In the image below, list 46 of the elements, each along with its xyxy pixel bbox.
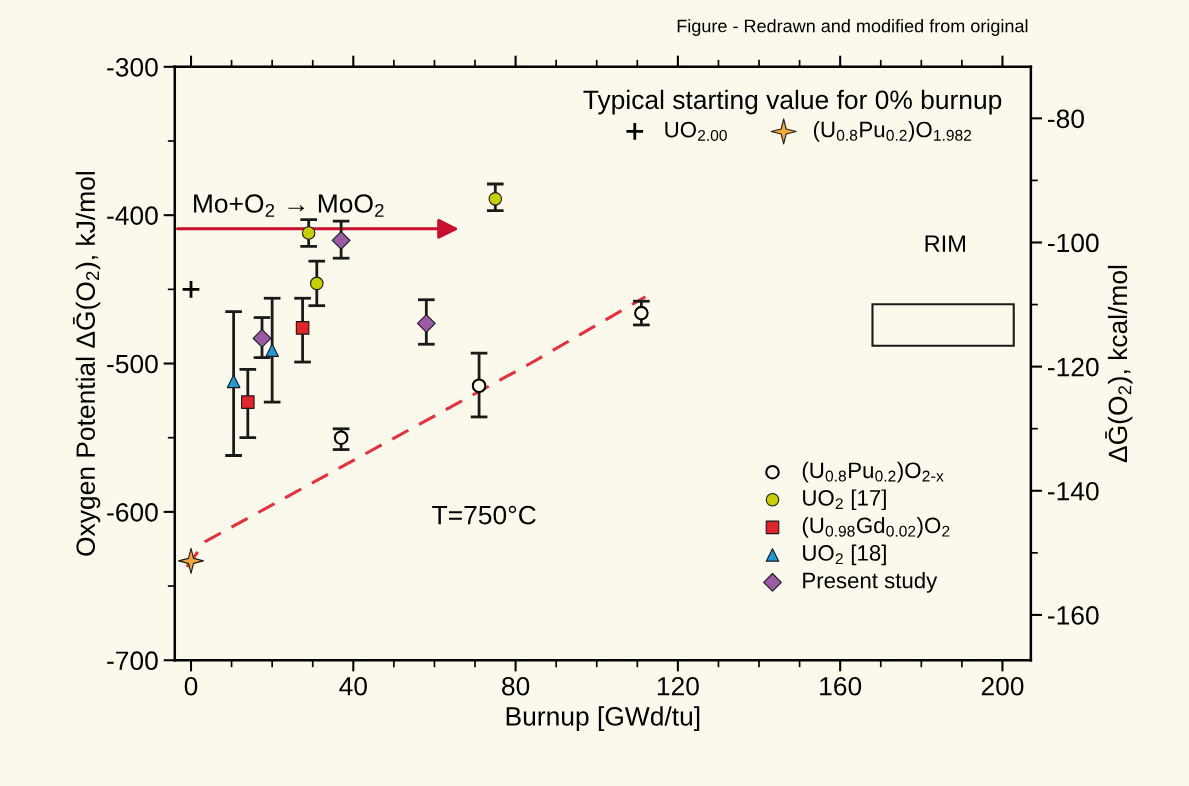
- y-tick-label: -700: [107, 651, 158, 671]
- annotation: Mo+O$_{2}$ → MoO$_{2}$: [194, 194, 384, 217]
- point: [295, 321, 310, 335]
- annotation: T=750°C: [432, 505, 536, 525]
- point: [333, 430, 349, 445]
- legend-title: Typical starting value for 0% burnup: [583, 89, 1002, 115]
- x-tick-label: 40: [339, 676, 367, 696]
- x-tick-label: 0: [184, 676, 198, 696]
- legend-label: UO$_{2}$ [17]: [803, 489, 886, 511]
- legend-label: UO$_{2.00}$: [665, 121, 727, 141]
- legend-label: Present study: [803, 572, 938, 593]
- x-tick-label: 80: [502, 676, 530, 696]
- y-tick-label: -400: [107, 206, 158, 225]
- x-tick-label: 200: [981, 676, 1024, 696]
- y-tick-label: -600: [107, 503, 158, 522]
- y2-tick-label: -100: [1048, 233, 1099, 253]
- legend-label: (U$_{0.98}$Gd$_{0.02}$)O$_{2}$: [802, 516, 950, 538]
- point: [634, 305, 649, 321]
- y-tick-label: -500: [107, 354, 158, 374]
- point: [416, 314, 436, 333]
- legend-label: (U$_{0.8}$Pu$_{0.2}$)O$_{1.982}$: [813, 121, 972, 142]
- y2-tick-label: -160: [1048, 606, 1099, 625]
- y2-axis-title: ΔḠ(O$_{2}$), kcal/mol: [1105, 265, 1133, 463]
- y-tick-label: -300: [107, 57, 158, 77]
- y2-tick-label: -140: [1048, 481, 1099, 501]
- text: Figure - Redrawn and modified from original: [677, 19, 1028, 36]
- point: [226, 374, 241, 389]
- point: [309, 276, 324, 291]
- legend-label: (U$_{0.8}$Pu$_{0.2}$)O$_{2-x}$: [802, 461, 944, 483]
- x-tick-label: 160: [820, 676, 862, 696]
- point: [252, 328, 272, 348]
- y2-tick-label: -80: [1048, 109, 1084, 129]
- annotation: RIM: [925, 235, 965, 252]
- point: [177, 547, 205, 574]
- point: [331, 230, 351, 250]
- point: [241, 395, 255, 409]
- y-axis-title: Oxygen Potential ΔḠ(O$_{2}$), kJ/mol: [73, 172, 101, 556]
- point: [181, 279, 201, 300]
- x-tick-label: 120: [657, 676, 699, 696]
- legend-label: UO$_{2}$ [18]: [803, 544, 886, 566]
- point: [265, 343, 279, 357]
- point: [488, 192, 503, 206]
- point: [471, 378, 487, 394]
- y2-tick-label: -120: [1048, 357, 1099, 377]
- point: [301, 226, 316, 240]
- x-axis-title: Burnup [GWd/tu]: [506, 706, 700, 731]
